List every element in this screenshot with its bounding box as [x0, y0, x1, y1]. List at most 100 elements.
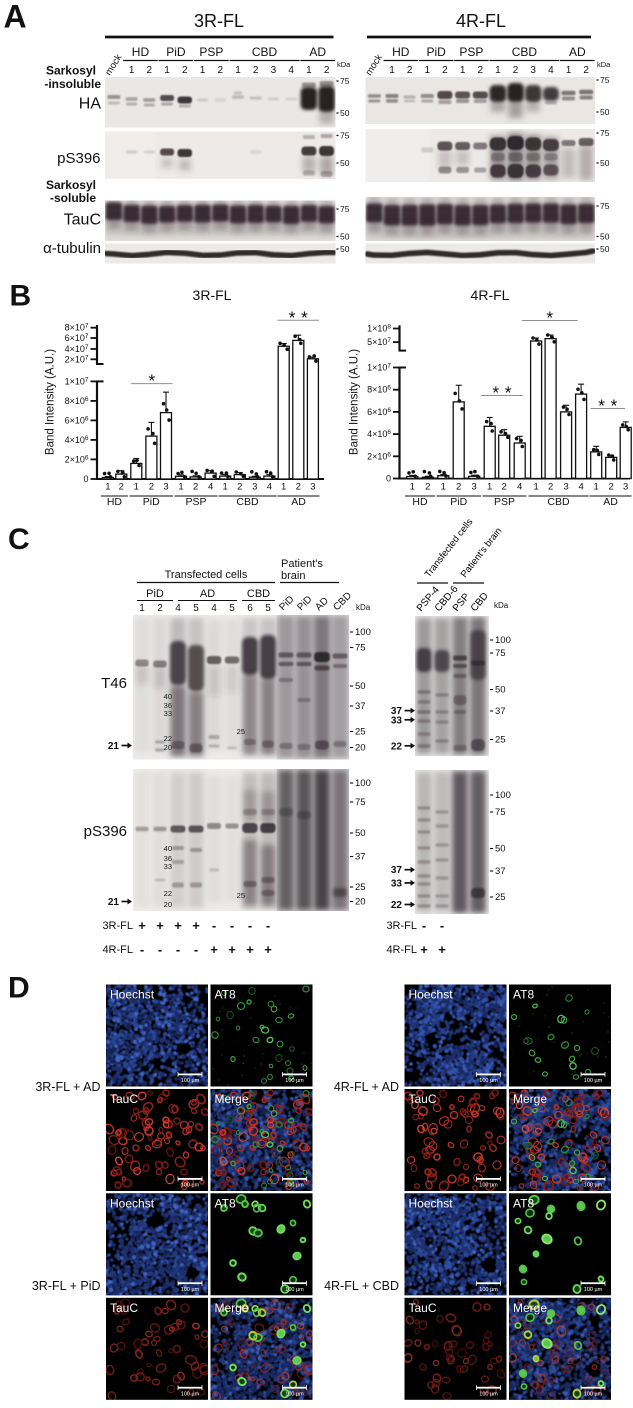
svg-text:AD: AD [200, 588, 215, 600]
svg-text:1: 1 [139, 603, 145, 614]
svg-text:2: 2 [407, 65, 413, 76]
svg-text:Transfected cells: Transfected cells [165, 569, 248, 581]
svg-text:brain: brain [281, 570, 305, 582]
svg-text:3: 3 [271, 65, 277, 76]
svg-text:CBD: CBD [236, 496, 259, 508]
svg-text:A: A [4, 0, 27, 35]
svg-text:+: + [420, 942, 428, 957]
svg-text:50: 50 [355, 681, 366, 692]
svg-text:PiD: PiD [450, 496, 467, 508]
svg-text:kDa: kDa [337, 60, 351, 69]
svg-text:2: 2 [477, 65, 483, 76]
svg-text:pS396: pS396 [57, 150, 100, 167]
svg-text:4R-FL: 4R-FL [386, 944, 417, 956]
svg-text:25: 25 [355, 882, 366, 893]
svg-text:+: + [192, 918, 200, 933]
svg-text:3R-FL: 3R-FL [386, 920, 417, 932]
svg-text:37: 37 [495, 866, 506, 877]
svg-text:4: 4 [267, 482, 272, 493]
svg-text:*: * [301, 307, 308, 327]
svg-text:*: * [148, 371, 155, 391]
svg-text:2: 2 [502, 482, 507, 493]
svg-text:1: 1 [164, 65, 170, 76]
svg-text:100 µm: 100 µm [584, 1183, 603, 1189]
svg-text:4: 4 [208, 482, 213, 493]
svg-text:CBD: CBD [512, 45, 538, 59]
svg-text:100 µm: 100 µm [181, 1078, 200, 1084]
svg-text:-: - [230, 918, 234, 933]
svg-text:*: * [289, 307, 296, 327]
svg-text:-: - [422, 918, 426, 933]
svg-text:33: 33 [391, 878, 403, 889]
svg-text:100 µm: 100 µm [584, 1078, 603, 1084]
svg-text:50: 50 [340, 232, 350, 242]
svg-text:1: 1 [105, 482, 110, 493]
svg-text:2: 2 [193, 482, 198, 493]
svg-text:-: - [248, 918, 252, 933]
svg-text:-: - [140, 942, 144, 957]
svg-text:20: 20 [355, 897, 366, 908]
svg-text:CBD: CBD [547, 496, 570, 508]
svg-text:20: 20 [355, 743, 366, 754]
svg-text:3: 3 [472, 482, 477, 493]
svg-text:kDa: kDa [494, 601, 509, 610]
svg-text:6: 6 [247, 603, 253, 614]
svg-text:5: 5 [193, 603, 199, 614]
svg-text:2: 2 [237, 482, 242, 493]
svg-text:2: 2 [182, 65, 188, 76]
svg-text:1: 1 [223, 482, 228, 493]
svg-text:PiD: PiD [143, 496, 160, 508]
svg-text:Patient's: Patient's [281, 558, 323, 570]
svg-text:5: 5 [229, 603, 235, 614]
svg-text:1: 1 [533, 482, 538, 493]
svg-text:HD: HD [132, 45, 150, 59]
svg-text:Merge: Merge [215, 1092, 249, 1106]
svg-text:50: 50 [495, 685, 506, 696]
svg-text:75: 75 [495, 807, 506, 818]
svg-text:22: 22 [391, 741, 403, 752]
svg-text:pS396: pS396 [84, 823, 127, 840]
svg-text:AD: AD [309, 45, 326, 59]
svg-text:HA: HA [79, 96, 102, 113]
svg-text:3R-FL: 3R-FL [194, 11, 244, 31]
svg-text:-: - [212, 918, 216, 933]
svg-text:AD: AD [291, 496, 306, 508]
svg-text:4: 4 [548, 65, 554, 76]
svg-text:2: 2 [513, 65, 519, 76]
svg-text:*: * [611, 396, 618, 416]
svg-text:1: 1 [200, 65, 206, 76]
svg-text:PiD: PiD [426, 45, 446, 59]
svg-text:1: 1 [235, 65, 241, 76]
svg-text:25: 25 [355, 727, 366, 738]
svg-text:Hoechst: Hoechst [110, 988, 155, 1002]
svg-text:50: 50 [355, 828, 366, 839]
svg-text:1: 1 [441, 482, 446, 493]
svg-text:+: + [174, 918, 182, 933]
svg-text:1: 1 [389, 65, 395, 76]
svg-text:3: 3 [163, 482, 168, 493]
svg-text:50: 50 [340, 158, 350, 168]
svg-text:2: 2 [149, 482, 154, 493]
svg-text:50: 50 [600, 244, 610, 254]
svg-text:1: 1 [306, 65, 312, 76]
svg-text:Hoechst: Hoechst [409, 988, 454, 1002]
svg-text:2: 2 [253, 65, 259, 76]
svg-text:1: 1 [460, 65, 466, 76]
svg-text:4: 4 [578, 482, 583, 493]
svg-text:37: 37 [355, 701, 366, 712]
svg-text:4R-FL: 4R-FL [102, 944, 133, 956]
svg-text:50: 50 [340, 108, 350, 118]
svg-text:4: 4 [211, 603, 217, 614]
svg-text:1: 1 [178, 482, 183, 493]
svg-text:75: 75 [355, 797, 366, 808]
svg-text:75: 75 [340, 131, 350, 141]
svg-text:-: - [440, 918, 444, 933]
svg-text:25: 25 [495, 735, 506, 746]
svg-text:4R-FL: 4R-FL [471, 287, 510, 303]
svg-text:+: + [438, 942, 446, 957]
svg-text:PSP: PSP [459, 45, 483, 59]
svg-text:+: + [264, 942, 272, 957]
svg-text:75: 75 [340, 76, 350, 86]
svg-text:1: 1 [425, 65, 431, 76]
svg-text:+: + [156, 918, 164, 933]
